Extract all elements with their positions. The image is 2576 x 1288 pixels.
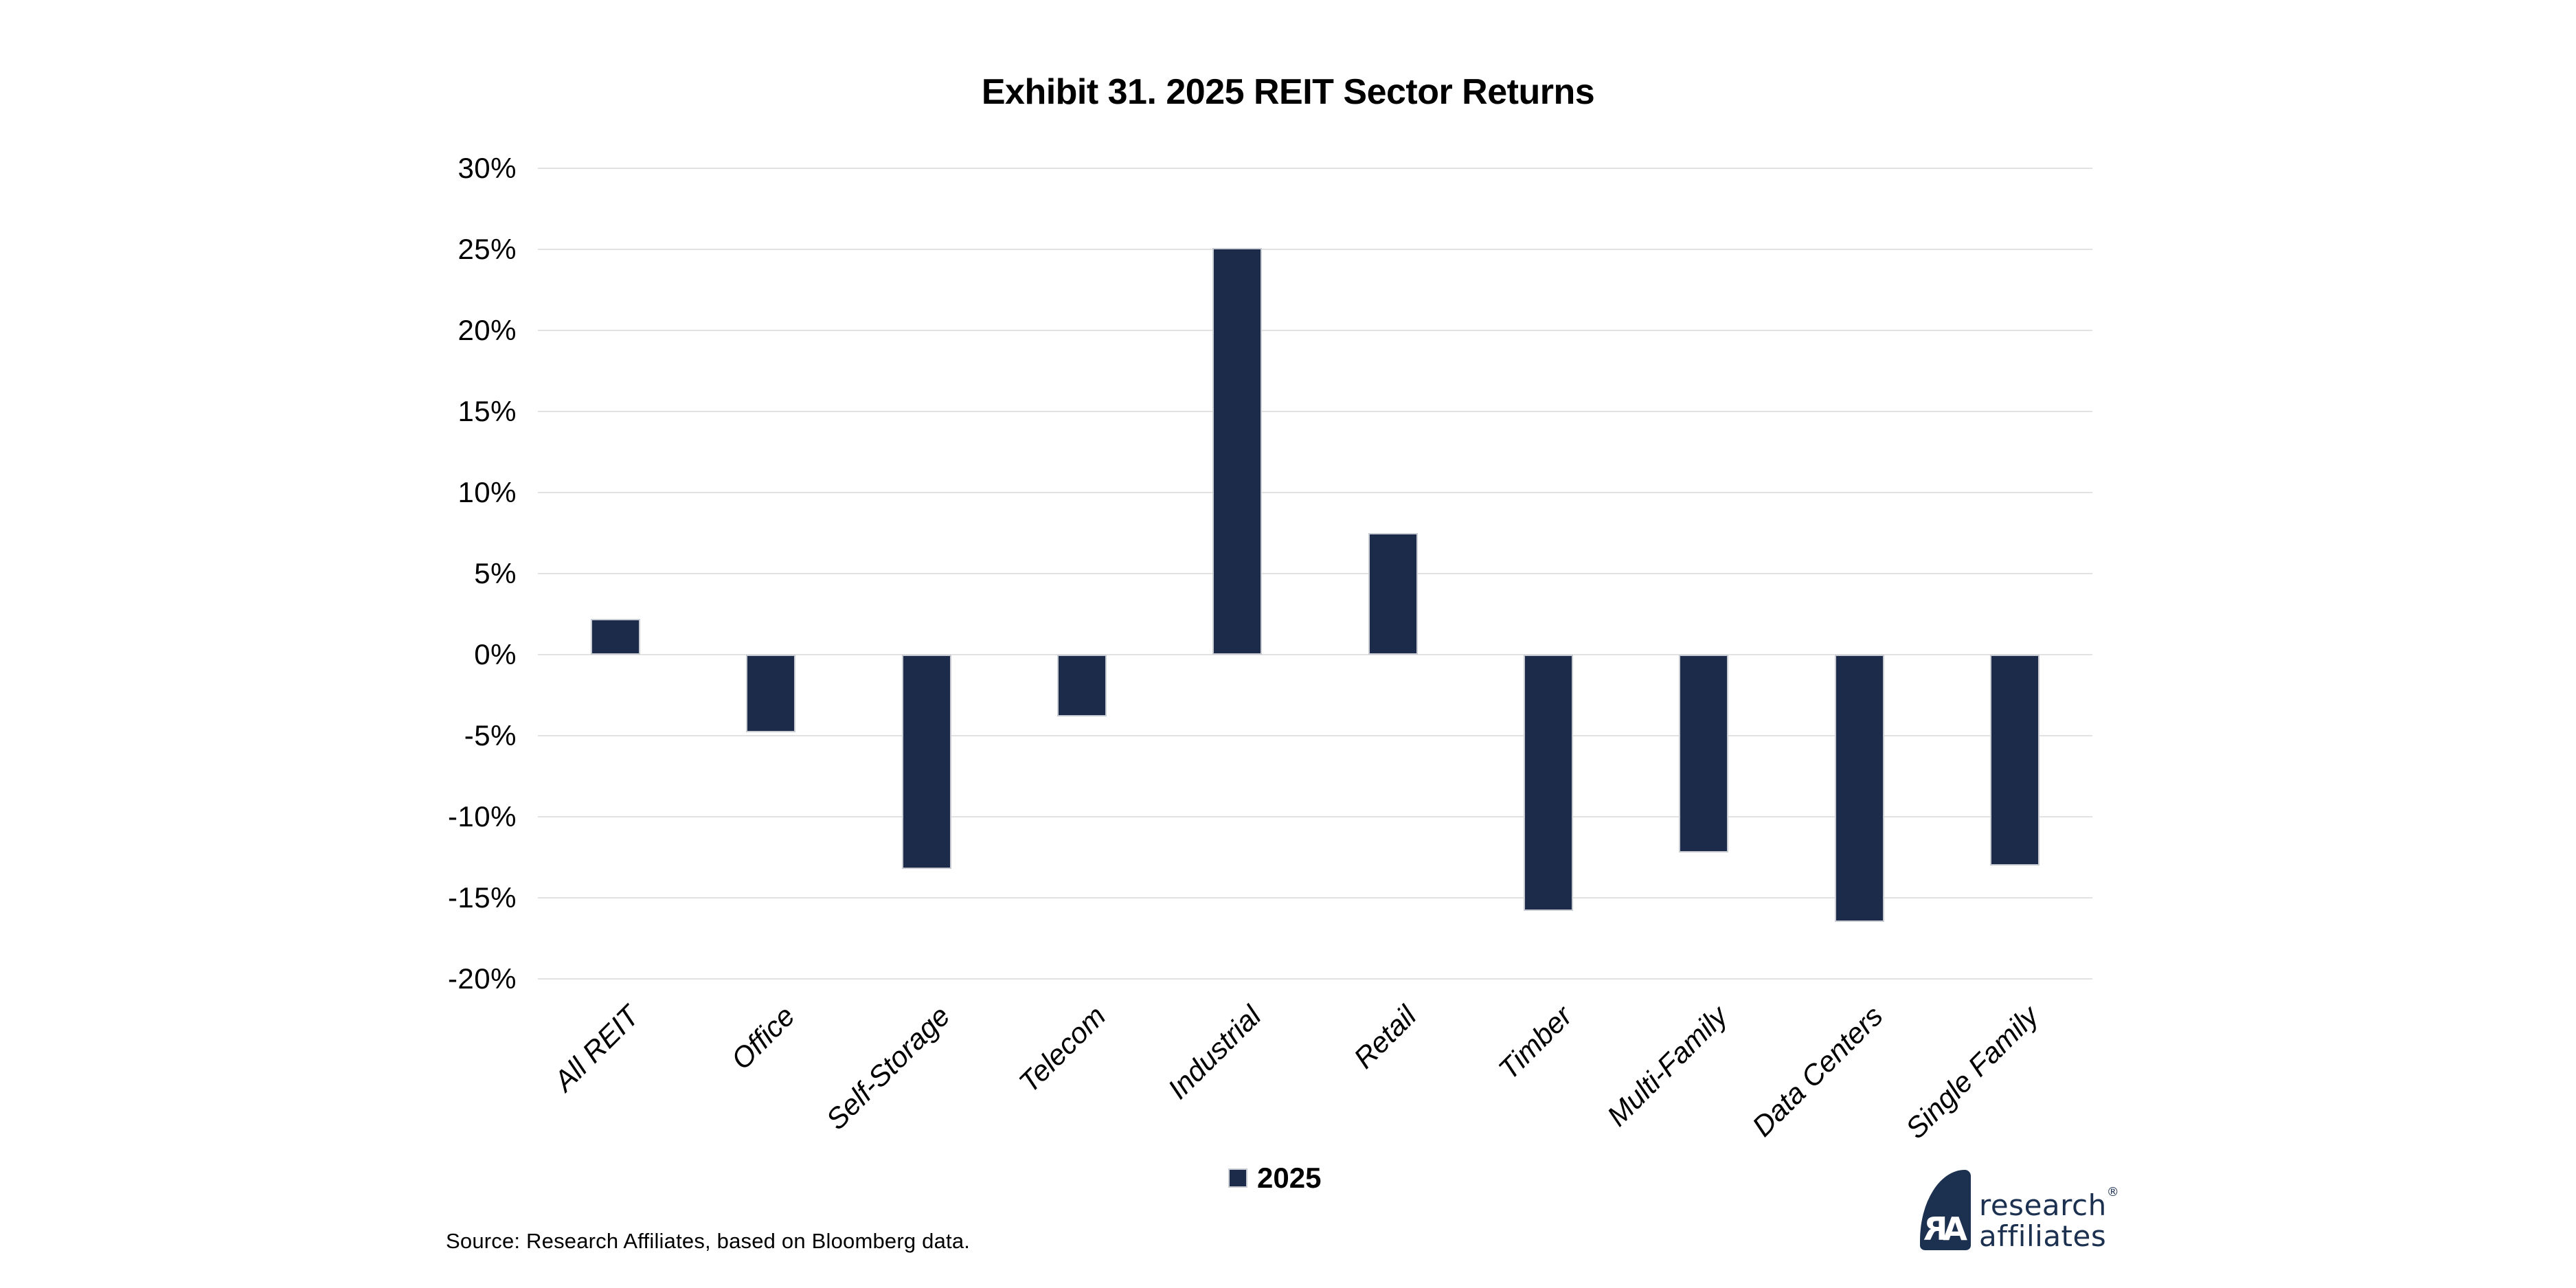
source-note: Source: Research Affiliates, based on Bl… [446, 1229, 971, 1253]
registered-trademark-symbol: ® [2106, 1185, 2120, 1199]
x-axis-label-industrial: Industrial [1161, 999, 1267, 1105]
x-axis-label-timber: Timber [1491, 999, 1579, 1086]
y-axis-tick-label: 0% [474, 638, 517, 670]
gridline--10 [538, 816, 2092, 817]
bar-multi-family [1679, 655, 1729, 852]
bar-self-storage [901, 655, 951, 869]
bar-office [746, 655, 796, 733]
bar-telecom [1057, 655, 1107, 716]
gridline-25 [538, 249, 2092, 250]
bar-data-centers [1834, 655, 1884, 923]
y-axis-tick-label: 25% [457, 233, 517, 265]
chart-legend: 2025 [1228, 1164, 1321, 1193]
gridline--20 [538, 978, 2092, 980]
x-axis-label-office: Office [724, 999, 801, 1076]
gridline-30 [538, 168, 2092, 169]
y-axis-tick-label: -5% [464, 719, 517, 752]
x-axis-label-all-reit: All REIT [547, 999, 646, 1098]
y-axis-tick-label: 10% [457, 476, 517, 508]
x-axis-label-retail: Retail [1347, 999, 1423, 1075]
y-axis-tick-label: 15% [457, 395, 517, 427]
ra-monogram: RA [1920, 1210, 1971, 1247]
gridline-0 [538, 654, 2092, 655]
y-axis-tick-label: -20% [447, 962, 517, 995]
gridline-20 [538, 330, 2092, 331]
y-axis-tick-label: 5% [474, 557, 517, 589]
legend-swatch-2025 [1228, 1168, 1247, 1188]
x-axis-label-self-storage: Self-Storage [820, 999, 956, 1136]
y-axis-tick-label: 30% [457, 152, 517, 184]
bar-all-reit [591, 619, 641, 655]
y-axis-tick-label: 20% [457, 314, 517, 346]
ra-monogram-r: R [1923, 1210, 1948, 1247]
legend-label-2025: 2025 [1257, 1162, 1322, 1194]
x-axis-label-single-family: Single Family [1899, 999, 2045, 1145]
ra-monogram-a: A [1943, 1210, 1968, 1247]
research-affiliates-logo: RA research® affiliates [1920, 1170, 2119, 1252]
y-axis-tick-label: -15% [447, 881, 517, 914]
chart-title: Exhibit 31. 2025 REIT Sector Returns [981, 72, 1595, 112]
gridline--5 [538, 735, 2092, 736]
bar-single-family [1989, 655, 2040, 866]
x-axis-label-telecom: Telecom [1012, 999, 1112, 1099]
gridline-5 [538, 573, 2092, 574]
ra-wordmark-line1: research® [1979, 1185, 2120, 1222]
x-axis-label-multi-family: Multi-Family [1601, 999, 1734, 1133]
bar-timber [1523, 655, 1573, 911]
gridline-10 [538, 492, 2092, 493]
bar-industrial [1212, 247, 1263, 655]
ra-wordmark: research® affiliates [1979, 1177, 2119, 1252]
gridline-15 [538, 411, 2092, 412]
ra-logo-mark-icon: RA [1920, 1170, 1971, 1250]
bar-retail [1368, 533, 1418, 655]
y-axis-tick-label: -10% [447, 800, 517, 833]
ra-wordmark-line2: affiliates [1979, 1219, 2107, 1253]
x-axis-label-data-centers: Data Centers [1745, 999, 1889, 1143]
gridline--15 [538, 897, 2092, 899]
